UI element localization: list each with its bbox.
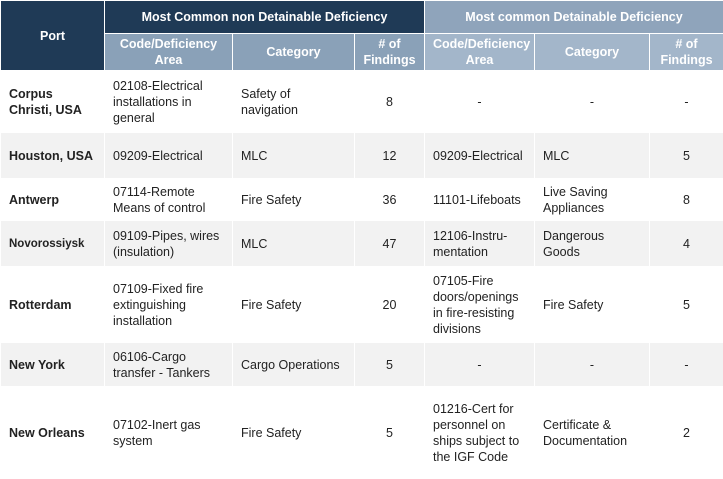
port-cell: New Orleans: [1, 387, 105, 479]
table-row: Antwerp 07114-Remote Means of control Fi…: [1, 179, 723, 221]
d-category-cell: -: [535, 71, 650, 133]
d-findings-cell: -: [650, 343, 723, 387]
header-nd-code-area: Code/Deficiency Area: [105, 34, 233, 71]
nd-code-cell: 07109-Fixed fire extinguishing installat…: [105, 267, 233, 343]
port-cell: Antwerp: [1, 179, 105, 221]
d-code-cell: 12106-Instru-mentation: [425, 221, 535, 267]
nd-code-cell: 09209-Electrical: [105, 133, 233, 179]
nd-findings-cell: 20: [355, 267, 425, 343]
header-detainable: Most common Detainable Deficiency: [425, 1, 723, 34]
nd-code-cell: 09109-Pipes, wires (insulation): [105, 221, 233, 267]
port-cell: New York: [1, 343, 105, 387]
port-cell: Rotterdam: [1, 267, 105, 343]
nd-findings-cell: 8: [355, 71, 425, 133]
table-row: Corpus Christi, USA 02108-Electrical ins…: [1, 71, 723, 133]
table-row: New York 06106-Cargo transfer - Tankers …: [1, 343, 723, 387]
nd-category-cell: Fire Safety: [233, 387, 355, 479]
d-category-cell: Live Saving Appliances: [535, 179, 650, 221]
header-d-findings: # of Findings: [650, 34, 723, 71]
d-category-cell: Fire Safety: [535, 267, 650, 343]
d-category-cell: Certificate & Documentation: [535, 387, 650, 479]
d-code-cell: 09209-Electrical: [425, 133, 535, 179]
d-findings-cell: 8: [650, 179, 723, 221]
nd-findings-cell: 36: [355, 179, 425, 221]
nd-category-cell: Fire Safety: [233, 179, 355, 221]
nd-category-cell: MLC: [233, 133, 355, 179]
header-d-code-area: Code/Deficiency Area: [425, 34, 535, 71]
nd-category-cell: Fire Safety: [233, 267, 355, 343]
table-row: Rotterdam 07109-Fixed fire extinguishing…: [1, 267, 723, 343]
header-port: Port: [1, 1, 105, 71]
nd-code-cell: 07102-Inert gas system: [105, 387, 233, 479]
header-nd-findings: # of Findings: [355, 34, 425, 71]
d-category-cell: MLC: [535, 133, 650, 179]
nd-category-cell: Safety of navigation: [233, 71, 355, 133]
table-row: Novorossiysk 09109-Pipes, wires (insulat…: [1, 221, 723, 267]
nd-code-cell: 02108-Electrical installations in genera…: [105, 71, 233, 133]
table-row: Houston, USA 09209-Electrical MLC 12 092…: [1, 133, 723, 179]
d-code-cell: 11101-Lifeboats: [425, 179, 535, 221]
nd-findings-cell: 5: [355, 343, 425, 387]
port-cell: Corpus Christi, USA: [1, 71, 105, 133]
header-nd-category: Category: [233, 34, 355, 71]
d-findings-cell: 5: [650, 133, 723, 179]
nd-category-cell: MLC: [233, 221, 355, 267]
d-code-cell: 01216-Cert for personnel on ships subjec…: [425, 387, 535, 479]
d-code-cell: 07105-Fire doors/openings in fire-resist…: [425, 267, 535, 343]
port-cell: Novorossiysk: [1, 221, 105, 267]
d-code-cell: -: [425, 71, 535, 133]
d-findings-cell: 4: [650, 221, 723, 267]
d-findings-cell: -: [650, 71, 723, 133]
nd-findings-cell: 12: [355, 133, 425, 179]
nd-code-cell: 06106-Cargo transfer - Tankers: [105, 343, 233, 387]
nd-findings-cell: 5: [355, 387, 425, 479]
header-d-category: Category: [535, 34, 650, 71]
nd-code-cell: 07114-Remote Means of control: [105, 179, 233, 221]
table-row: New Orleans 07102-Inert gas system Fire …: [1, 387, 723, 479]
nd-category-cell: Cargo Operations: [233, 343, 355, 387]
d-category-cell: -: [535, 343, 650, 387]
d-findings-cell: 2: [650, 387, 723, 479]
nd-findings-cell: 47: [355, 221, 425, 267]
d-category-cell: Dangerous Goods: [535, 221, 650, 267]
d-findings-cell: 5: [650, 267, 723, 343]
d-code-cell: -: [425, 343, 535, 387]
header-non-detainable: Most Common non Detainable Deficiency: [105, 1, 425, 34]
port-cell: Houston, USA: [1, 133, 105, 179]
